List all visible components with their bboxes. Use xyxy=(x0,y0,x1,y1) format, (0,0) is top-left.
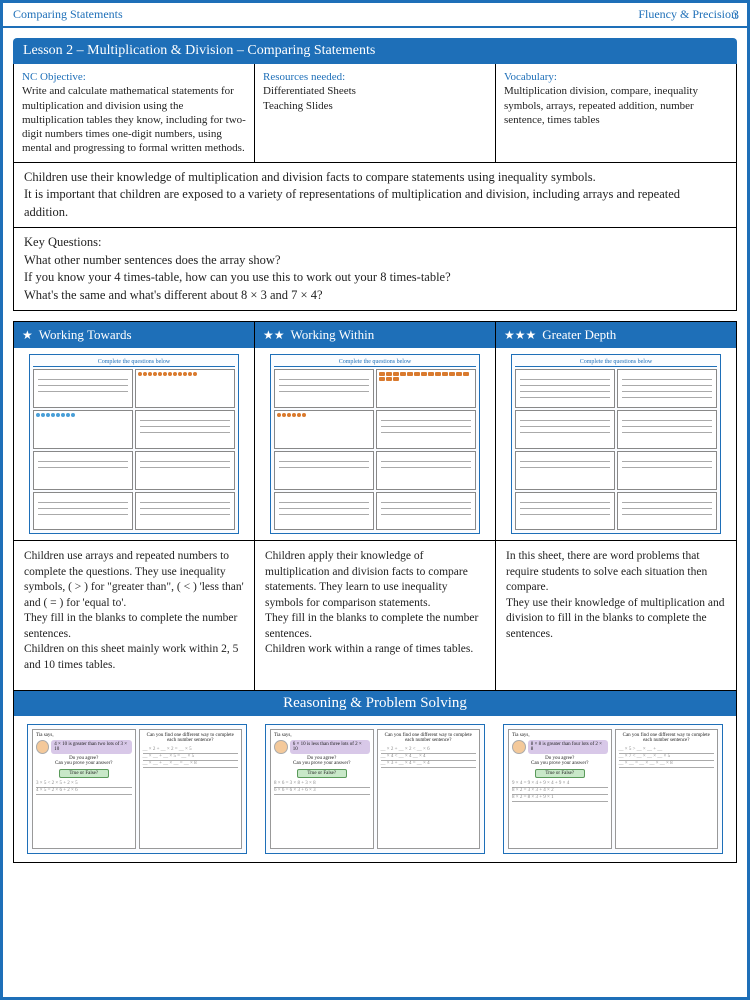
content-area: Lesson 2 – Multiplication & Division – C… xyxy=(3,28,747,873)
page-container: Comparing Statements Fluency & Precision… xyxy=(0,0,750,1000)
resources-cell: Resources needed: Differentiated Sheets … xyxy=(255,64,496,162)
find-text: Can you find one different way to comple… xyxy=(619,733,715,743)
avatar-icon xyxy=(512,740,526,754)
vocab-cell: Vocabulary: Multiplication division, com… xyxy=(496,64,736,162)
lesson-title: Lesson 2 – Multiplication & Division – C… xyxy=(13,38,737,64)
worksheet-thumbnail: Complete the questions below xyxy=(29,354,239,534)
thumb-title: Complete the questions below xyxy=(515,358,717,367)
avatar-icon xyxy=(274,740,288,754)
tia-label: Tia says, xyxy=(512,733,530,738)
info-row: NC Objective: Write and calculate mathem… xyxy=(13,64,737,163)
levels-section: ★ Working Towards Complete the questions… xyxy=(13,321,737,863)
desc-text-within: Children apply their knowledge of multip… xyxy=(265,550,478,655)
key-questions-box: Key Questions: What other number sentenc… xyxy=(13,228,737,311)
star-icon: ★★ xyxy=(263,328,285,343)
speech-bubble: 4 × 10 is greater than two lots of 3 × 1… xyxy=(51,740,131,754)
top-bar: Comparing Statements Fluency & Precision xyxy=(3,3,747,28)
desc-text-depth: In this sheet, there are word problems t… xyxy=(506,550,724,640)
level-title-depth: Greater Depth xyxy=(542,327,616,343)
speech-bubble: 8 × 8 is greater than four lots of 2 × 8 xyxy=(528,740,608,754)
find-text: Can you find one different way to comple… xyxy=(381,733,477,743)
agree-text: Do you agree? Can you prove your answer? xyxy=(274,756,370,766)
level-header-depth: ★★★ Greater Depth xyxy=(496,322,736,348)
rps-thumb-2: Tia says, 6 × 10 is less than three lots… xyxy=(265,724,485,854)
page-number: 3 xyxy=(733,7,740,23)
level-col-towards: ★ Working Towards Complete the questions… xyxy=(14,322,255,690)
worksheet-thumbnail: Complete the questions below xyxy=(511,354,721,534)
objective-heading: NC Objective: xyxy=(22,71,86,83)
star-icon: ★ xyxy=(22,328,33,343)
tia-label: Tia says, xyxy=(274,733,292,738)
description-box: Children use their knowledge of multipli… xyxy=(13,163,737,229)
level-col-depth: ★★★ Greater Depth Complete the questions… xyxy=(496,322,736,690)
level-header-towards: ★ Working Towards xyxy=(14,322,254,348)
description-text: Children use their knowledge of multipli… xyxy=(24,170,680,219)
header-right: Fluency & Precision xyxy=(638,7,737,22)
rps-thumb-1: Tia says, 4 × 10 is greater than two lot… xyxy=(27,724,247,854)
keyq-text: What other number sentences does the arr… xyxy=(24,253,451,302)
avatar-icon xyxy=(36,740,49,754)
resources-text: Differentiated Sheets Teaching Slides xyxy=(263,85,356,111)
vocab-heading: Vocabulary: xyxy=(504,71,557,83)
agree-text: Do you agree? Can you prove your answer? xyxy=(36,756,132,766)
worksheet-thumbnail: Complete the questions below xyxy=(270,354,480,534)
thumb-towards: Complete the questions below xyxy=(14,348,254,540)
agree-text: Do you agree? Can you prove your answer? xyxy=(512,756,608,766)
level-title-towards: Working Towards xyxy=(39,327,132,343)
thumb-title: Complete the questions below xyxy=(33,358,235,367)
level-desc-within: Children apply their knowledge of multip… xyxy=(255,540,495,690)
level-title-within: Working Within xyxy=(291,327,375,343)
rps-row: Tia says, 4 × 10 is greater than two lot… xyxy=(14,716,736,862)
thumb-depth: Complete the questions below xyxy=(496,348,736,540)
level-col-within: ★★ Working Within Complete the questions… xyxy=(255,322,496,690)
vocab-text: Multiplication division, compare, inequa… xyxy=(504,85,698,126)
rps-thumb-3: Tia says, 8 × 8 is greater than four lot… xyxy=(503,724,723,854)
resources-heading: Resources needed: xyxy=(263,71,345,83)
thumb-title: Complete the questions below xyxy=(274,358,476,367)
desc-text-towards: Children use arrays and repeated numbers… xyxy=(24,550,244,671)
objective-cell: NC Objective: Write and calculate mathem… xyxy=(14,64,255,162)
speech-bubble: 6 × 10 is less than three lots of 2 × 10 xyxy=(290,740,370,754)
header-left: Comparing Statements xyxy=(13,7,123,22)
keyq-heading: Key Questions: xyxy=(24,235,101,249)
objective-text: Write and calculate mathematical stateme… xyxy=(22,85,246,154)
level-headers-row: ★ Working Towards Complete the questions… xyxy=(14,322,736,690)
tia-label: Tia says, xyxy=(36,733,54,738)
true-false-box: True or False? xyxy=(535,769,585,778)
level-header-within: ★★ Working Within xyxy=(255,322,495,348)
level-desc-towards: Children use arrays and repeated numbers… xyxy=(14,540,254,690)
true-false-box: True or False? xyxy=(297,769,347,778)
star-icon: ★★★ xyxy=(504,328,536,343)
thumb-within: Complete the questions below xyxy=(255,348,495,540)
rps-title: Reasoning & Problem Solving xyxy=(14,690,736,716)
true-false-box: True or False? xyxy=(59,769,109,778)
level-desc-depth: In this sheet, there are word problems t… xyxy=(496,540,736,690)
find-text: Can you find one different way to comple… xyxy=(143,733,239,743)
